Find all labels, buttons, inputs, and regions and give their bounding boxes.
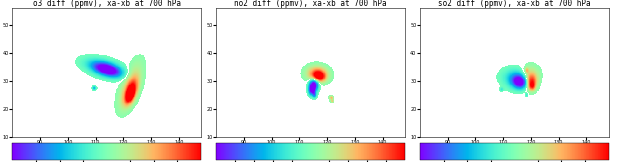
Title: o3 diff (ppmv), xa-xb at 700 hPa: o3 diff (ppmv), xa-xb at 700 hPa (33, 0, 181, 8)
Title: so2 diff (ppmv), xa-xb at 700 hPa: so2 diff (ppmv), xa-xb at 700 hPa (438, 0, 591, 8)
Title: no2 diff (ppmv), xa-xb at 700 hPa: no2 diff (ppmv), xa-xb at 700 hPa (234, 0, 387, 8)
